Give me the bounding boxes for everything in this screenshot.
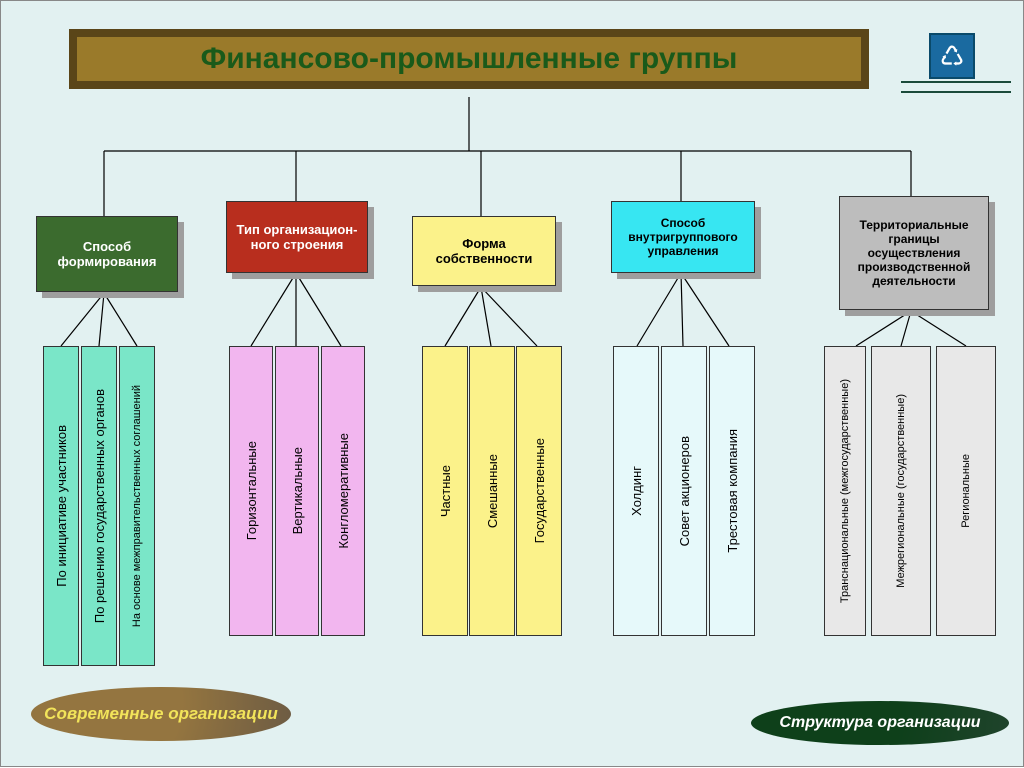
leaf-box: Смешанные (469, 346, 515, 636)
title-text: Финансово-промышленные группы (201, 42, 738, 76)
leaf-label: Транснациональные (межгосударственные) (839, 379, 851, 603)
leaf-box: Холдинг (613, 346, 659, 636)
category-box: Тип организацион-ного строения (226, 201, 368, 273)
leaf-box: Государственные (516, 346, 562, 636)
footer-badge-text: Современные организации (44, 704, 278, 724)
deco-line (901, 91, 1011, 93)
leaf-label: По решению государственных органов (92, 389, 107, 623)
leaf-label: На основе межправительственных соглашени… (131, 385, 143, 627)
leaf-label: Региональные (960, 454, 972, 528)
leaf-box: Совет акционеров (661, 346, 707, 636)
footer-badge-text: Структура организации (779, 714, 980, 732)
deco-line (901, 81, 1011, 83)
footer-badge: Современные организации (31, 687, 291, 741)
category-label: Тип организацион-ного строения (231, 222, 363, 252)
leaf-label: Частные (438, 465, 453, 517)
leaf-label: Холдинг (629, 466, 644, 516)
category-box: Способ формирования (36, 216, 178, 292)
category-label: Способ формирования (41, 239, 173, 269)
leaf-box: Трестовая компания (709, 346, 755, 636)
leaf-box: По инициативе участников (43, 346, 79, 666)
leaf-box: Горизонтальные (229, 346, 273, 636)
diagram-canvas: Финансово-промышленные группы ♺ Способ фор… (0, 0, 1024, 767)
category-label: Форма собственности (417, 236, 551, 266)
leaf-box: Частные (422, 346, 468, 636)
leaf-label: Горизонтальные (244, 441, 259, 540)
leaf-box: Транснациональные (межгосударственные) (824, 346, 866, 636)
leaf-box: Региональные (936, 346, 996, 636)
leaf-box: По решению государственных органов (81, 346, 117, 666)
leaf-box: Конгломеративные (321, 346, 365, 636)
leaf-label: Государственные (532, 438, 547, 543)
leaf-label: Совет акционеров (677, 436, 692, 546)
leaf-label: Смешанные (485, 454, 500, 528)
footer-badge: Структура организации (751, 701, 1009, 745)
title-bar: Финансово-промышленные группы (69, 29, 869, 89)
category-box: Способ внутригруппового управления (611, 201, 755, 273)
leaf-box: Вертикальные (275, 346, 319, 636)
category-box: Форма собственности (412, 216, 556, 286)
leaf-label: Межрегиональные (государственные) (895, 394, 907, 588)
leaf-label: Конгломеративные (336, 433, 351, 549)
leaf-box: На основе межправительственных соглашени… (119, 346, 155, 666)
leaf-label: По инициативе участников (54, 425, 69, 587)
leaf-label: Вертикальные (290, 447, 305, 534)
leaf-box: Межрегиональные (государственные) (871, 346, 931, 636)
category-box: Территориальные границы осуществления пр… (839, 196, 989, 310)
category-label: Территориальные границы осуществления пр… (844, 218, 984, 288)
category-label: Способ внутригруппового управления (616, 216, 750, 258)
leaf-label: Трестовая компания (725, 429, 740, 553)
recycle-icon: ♺ (929, 33, 975, 79)
